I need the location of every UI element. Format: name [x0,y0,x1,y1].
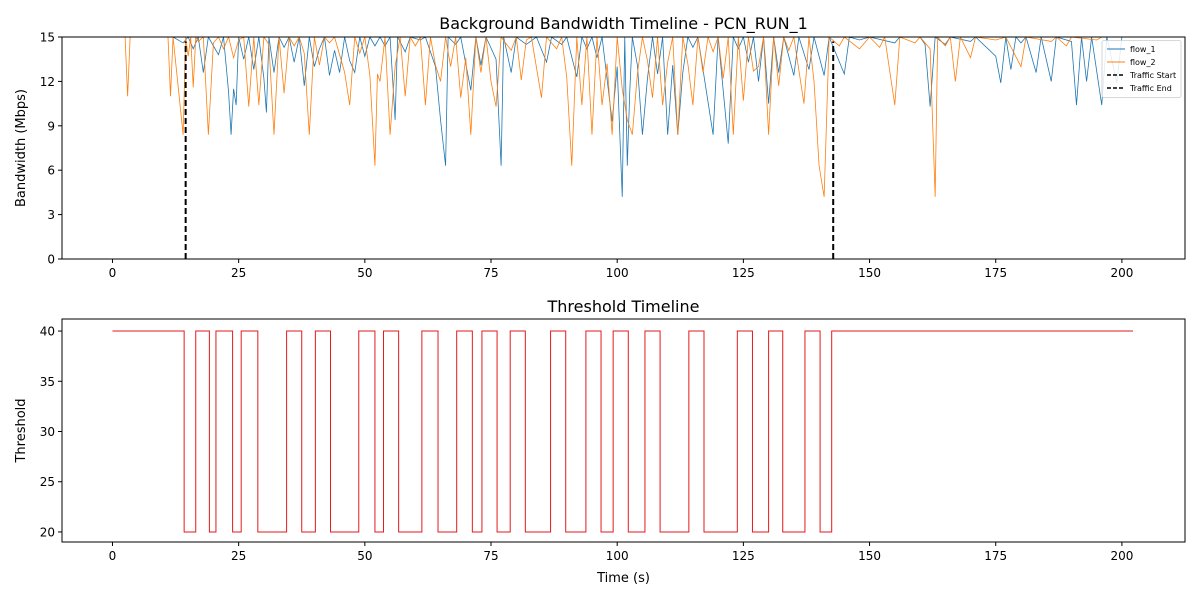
y-tick-label: 25 [40,475,55,489]
y-tick-label: 6 [47,164,55,178]
x-tick-label: 200 [1110,266,1133,280]
chart-title: Threshold Timeline [547,297,700,316]
x-tick-label: 200 [1110,549,1133,563]
legend: flow_1 flow_2 Traffic Start Traffic End [1101,40,1182,98]
plot-area [62,319,1185,542]
legend-traffic-start: Traffic Start [1129,71,1176,80]
x-tick-label: 25 [231,549,246,563]
x-tick-label: 150 [858,266,881,280]
y-tick-label: 12 [40,75,55,89]
bandwidth-chart: Background Bandwidth Timeline - PCN_RUN_… [14,14,1186,281]
y-axis-label: Threshold [14,398,29,463]
legend-flow-1: flow_1 [1130,45,1156,54]
series-line-flow-1 [112,37,1132,197]
x-tick-label: 125 [732,549,755,563]
y-axis-label: Bandwidth (Mbps) [14,89,29,207]
x-tick-label: 0 [109,549,117,563]
x-tick-label: 150 [858,549,881,563]
y-tick-label: 35 [40,375,55,389]
x-tick-label: 75 [483,266,498,280]
x-tick-label: 50 [357,549,372,563]
axis-ticks: 0 25 50 75 100 125 150 175 200 20 25 30 35 40 [40,325,1134,563]
plot-frame [61,318,1186,543]
y-tick-label: 15 [40,31,55,45]
y-tick-label: 40 [40,325,55,339]
x-tick-label: 25 [231,266,246,280]
axis-ticks: 0 25 50 75 100 125 150 175 200 0 3 6 9 12 15 [40,31,1134,281]
series-group [112,37,1132,259]
y-tick-label: 3 [47,208,55,222]
plot-area [62,37,1185,259]
legend-box [1101,40,1182,98]
series-line-flow-2 [112,37,1122,197]
x-tick-label: 100 [606,266,629,280]
x-tick-label: 50 [357,266,372,280]
series-line-threshold [112,330,1134,533]
x-tick-label: 175 [984,266,1007,280]
plot-frame [61,36,1186,260]
chart-title: Background Bandwidth Timeline - PCN_RUN_… [439,14,808,34]
legend-traffic-end: Traffic End [1129,84,1172,93]
x-tick-label: 75 [483,549,498,563]
x-axis-label: Time (s) [596,571,650,586]
threshold-chart: Threshold Timeline 0 25 50 75 100 125 150 175 20… [14,297,1186,586]
x-tick-label: 175 [984,549,1007,563]
x-tick-label: 0 [109,266,117,280]
x-tick-label: 100 [606,549,629,563]
y-tick-label: 9 [47,119,55,133]
legend-flow-2: flow_2 [1130,58,1156,67]
series-group [112,330,1134,533]
y-tick-label: 0 [47,253,55,267]
y-tick-label: 20 [40,525,55,539]
x-tick-label: 125 [732,266,755,280]
y-tick-label: 30 [40,425,55,439]
